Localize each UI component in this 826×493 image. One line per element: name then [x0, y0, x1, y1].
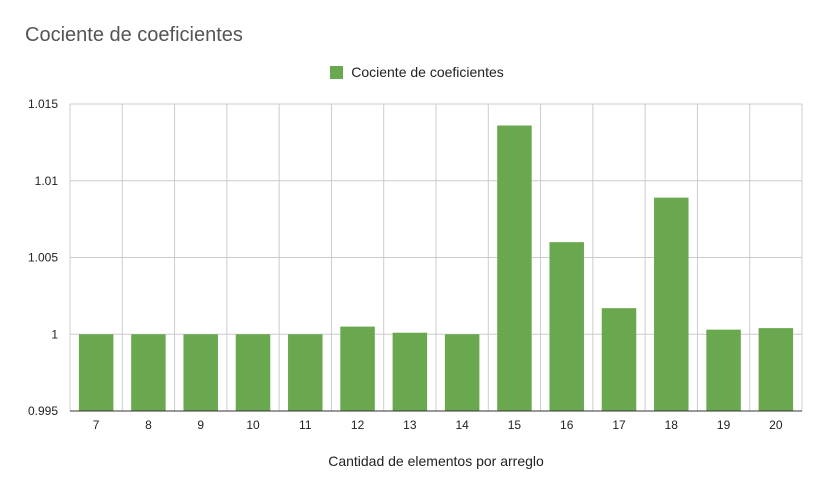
bar [601, 308, 637, 411]
bar [706, 329, 741, 411]
x-tick-label: 13 [403, 418, 417, 432]
legend: Cociente de coeficientes [0, 64, 826, 80]
bar [131, 334, 166, 411]
legend-label: Cociente de coeficientes [351, 64, 504, 80]
y-tick-label: 0.995 [28, 404, 58, 418]
bar [78, 334, 114, 411]
bar [654, 197, 689, 411]
x-tick-label: 11 [299, 418, 312, 432]
bar [758, 328, 794, 411]
x-tick-label: 8 [145, 418, 152, 432]
x-tick-label: 20 [769, 418, 783, 432]
y-tick-label: 1.01 [35, 174, 59, 188]
bar [392, 332, 428, 411]
x-tick-label: 15 [508, 418, 522, 432]
bar [340, 326, 375, 411]
bar [183, 334, 218, 411]
y-tick-label: 1 [51, 327, 58, 341]
x-axis-title: Cantidad de elementos por arreglo [328, 453, 544, 469]
bar [288, 334, 323, 411]
legend-swatch [330, 65, 344, 79]
x-tick-label: 14 [455, 418, 469, 432]
x-tick-label: 19 [717, 418, 731, 432]
x-tick-label: 10 [246, 418, 260, 432]
bar [444, 334, 480, 411]
x-tick-label: 16 [560, 418, 574, 432]
bar [549, 242, 584, 411]
x-tick-label: 18 [665, 418, 679, 432]
x-tick-label: 12 [351, 418, 365, 432]
x-tick-label: 17 [612, 418, 626, 432]
y-tick-label: 1.015 [28, 97, 58, 111]
bar [235, 334, 271, 411]
bar [497, 125, 532, 412]
x-tick-label: 9 [197, 418, 204, 432]
chart-title: Cociente de coeficientes [25, 24, 243, 46]
y-tick-label: 1.005 [28, 251, 58, 265]
x-tick-label: 7 [93, 418, 100, 432]
